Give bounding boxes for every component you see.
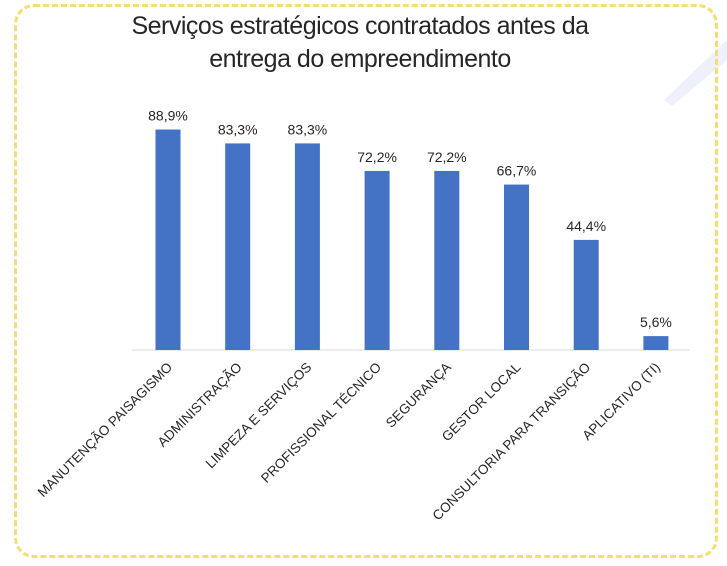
chart-frame (14, 4, 718, 558)
chart-title: Serviços estratégicos contratados antes … (60, 10, 660, 76)
category-label: PROFISSIONAL TÉCNICO (258, 360, 384, 486)
category-label: SEGURANÇA (383, 360, 454, 431)
bar (155, 129, 181, 350)
data-label: 83,3% (288, 121, 328, 137)
data-label: 66,7% (497, 163, 537, 179)
chart-title-line-2: entrega do empreendimento (209, 45, 511, 73)
data-label: 44,4% (566, 218, 606, 234)
data-label: 5,6% (640, 314, 672, 330)
bar (364, 170, 390, 350)
bar (643, 336, 669, 350)
chart-title-line-1: Serviços estratégicos contratados antes … (131, 12, 589, 40)
bar (504, 184, 529, 350)
bar (225, 143, 251, 350)
data-label: 88,9% (148, 108, 188, 124)
category-label: APLICATIVO (TI) (579, 360, 663, 444)
bar (294, 143, 320, 350)
data-label: 83,3% (218, 121, 258, 137)
category-label: MANUTENÇÃO PAISAGISMO (35, 360, 175, 500)
data-label: 72,2% (427, 149, 467, 165)
bar (573, 239, 599, 350)
bar (434, 170, 460, 350)
data-label: 72,2% (357, 149, 397, 165)
category-label: CONSULTORIA PARA TRANSIÇÃO (430, 360, 594, 524)
